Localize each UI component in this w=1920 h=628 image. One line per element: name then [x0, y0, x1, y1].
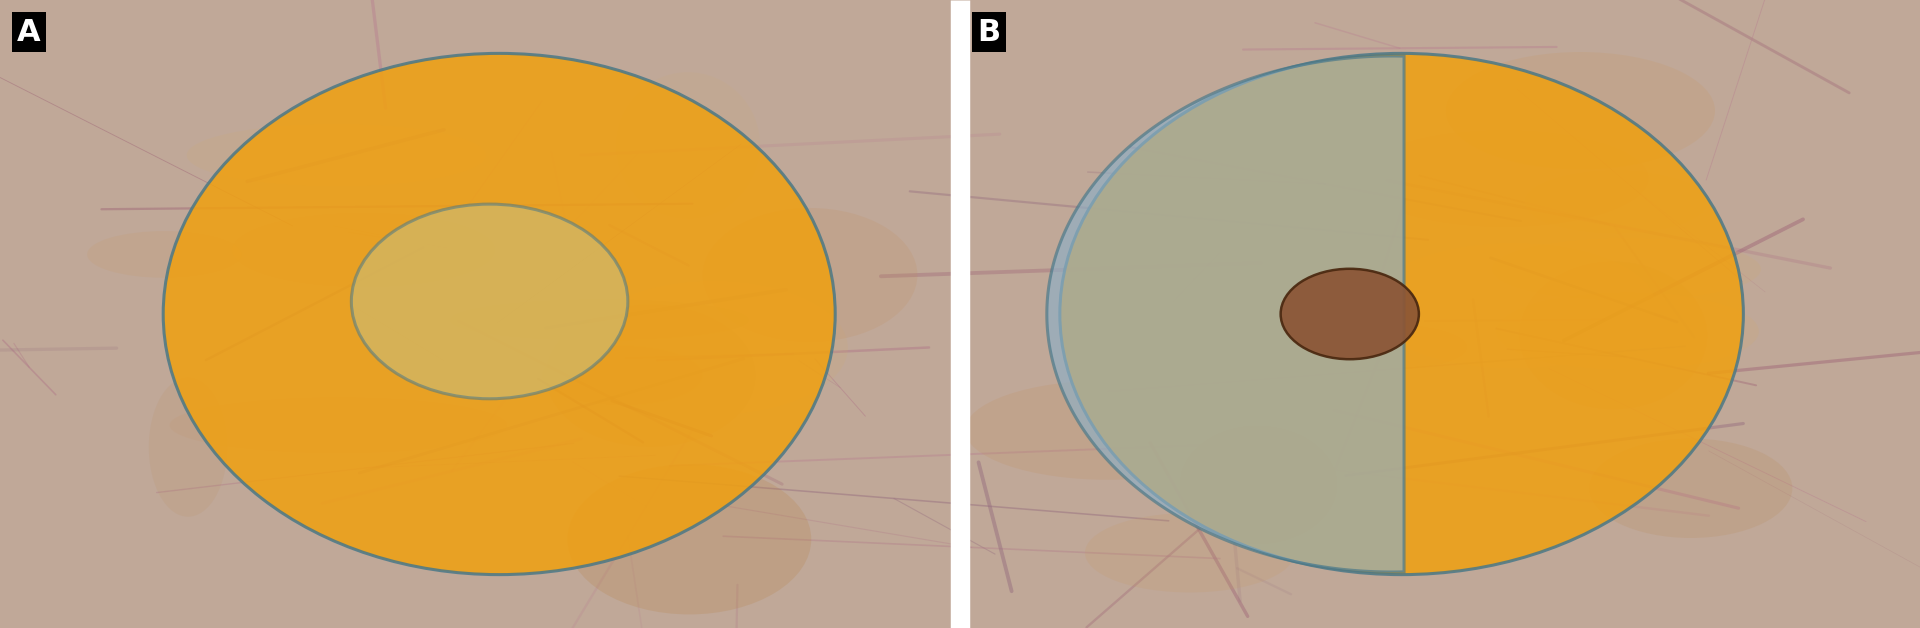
Ellipse shape — [566, 464, 812, 614]
Ellipse shape — [1371, 243, 1655, 369]
Ellipse shape — [351, 204, 628, 399]
Ellipse shape — [578, 281, 849, 414]
Ellipse shape — [1060, 53, 1743, 575]
Ellipse shape — [966, 381, 1252, 480]
Polygon shape — [1046, 56, 1404, 572]
Ellipse shape — [186, 124, 486, 187]
Ellipse shape — [545, 304, 755, 447]
Ellipse shape — [86, 231, 242, 278]
Ellipse shape — [1519, 262, 1707, 409]
Ellipse shape — [1590, 438, 1793, 538]
Ellipse shape — [1302, 324, 1467, 371]
Ellipse shape — [1492, 238, 1761, 300]
Ellipse shape — [1085, 513, 1294, 592]
Ellipse shape — [1281, 269, 1419, 359]
Ellipse shape — [163, 53, 835, 575]
Ellipse shape — [1496, 293, 1759, 371]
Ellipse shape — [616, 72, 760, 219]
Text: A: A — [17, 18, 40, 46]
Ellipse shape — [169, 397, 507, 453]
Ellipse shape — [1446, 52, 1715, 170]
Ellipse shape — [1524, 170, 1709, 234]
Ellipse shape — [449, 300, 749, 340]
Ellipse shape — [1359, 130, 1649, 227]
Ellipse shape — [232, 213, 495, 287]
Text: B: B — [977, 18, 1000, 46]
Ellipse shape — [1179, 425, 1338, 544]
Ellipse shape — [148, 377, 227, 517]
Ellipse shape — [703, 208, 918, 342]
Ellipse shape — [541, 345, 703, 405]
